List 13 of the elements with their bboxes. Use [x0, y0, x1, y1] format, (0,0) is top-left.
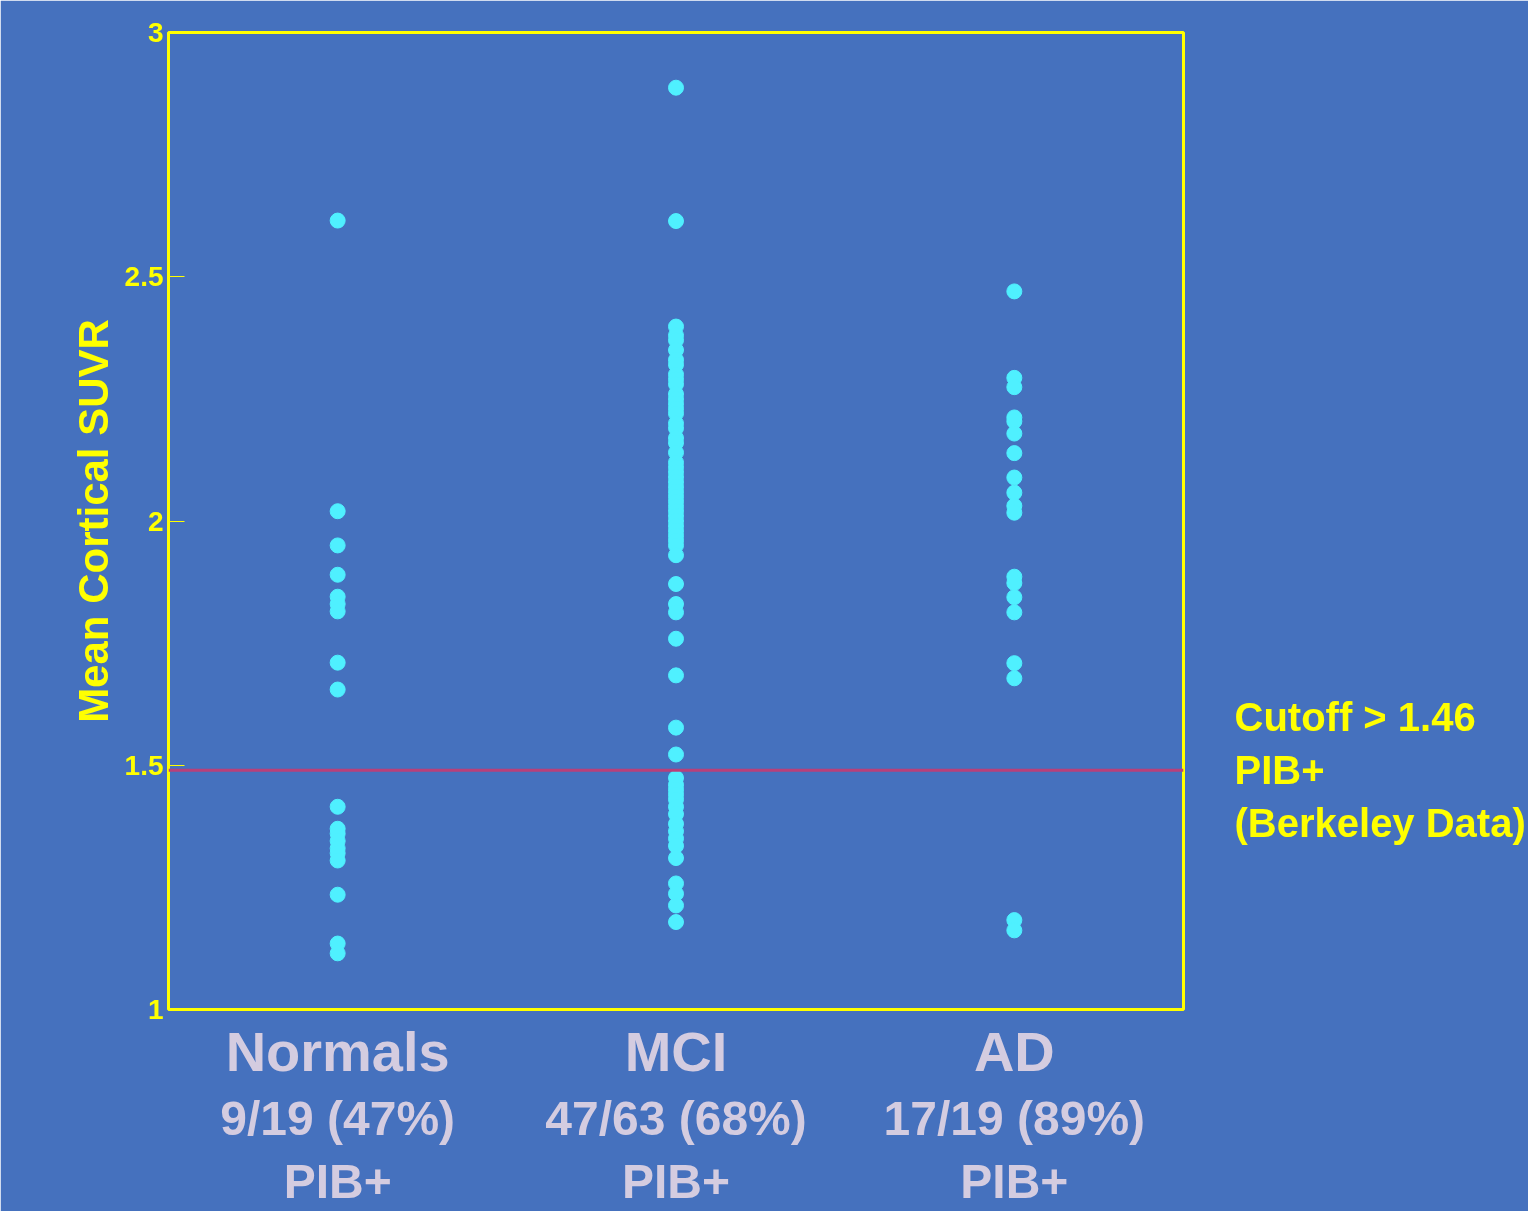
y-tick-label: 2.5: [124, 261, 164, 293]
y-axis-title: Mean Cortical SUVR: [69, 319, 117, 723]
x-tick-label: Normals: [225, 1019, 450, 1083]
text: 9/19 (47%) PIB+: [220, 1091, 456, 1209]
y-tick-label: 2: [147, 505, 164, 537]
x-tick-label: MCI: [624, 1019, 728, 1083]
y-tick-label: 1.5: [124, 749, 164, 781]
ref-line-label: Cutoff > 1.46 PIB+ (Berkeley Data): [1234, 695, 1526, 845]
text: 17/19 (89%) PIB+: [883, 1091, 1146, 1209]
x-tick-label: AD: [973, 1019, 1055, 1083]
y-tick-label: 1: [147, 994, 164, 1025]
text: 47/63 (68%) PIB+: [545, 1091, 807, 1209]
y-tick-label: 3: [147, 17, 164, 48]
